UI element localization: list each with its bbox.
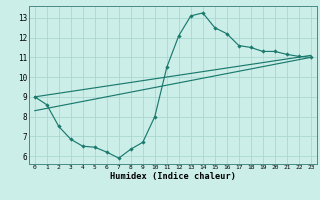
X-axis label: Humidex (Indice chaleur): Humidex (Indice chaleur) bbox=[110, 172, 236, 181]
